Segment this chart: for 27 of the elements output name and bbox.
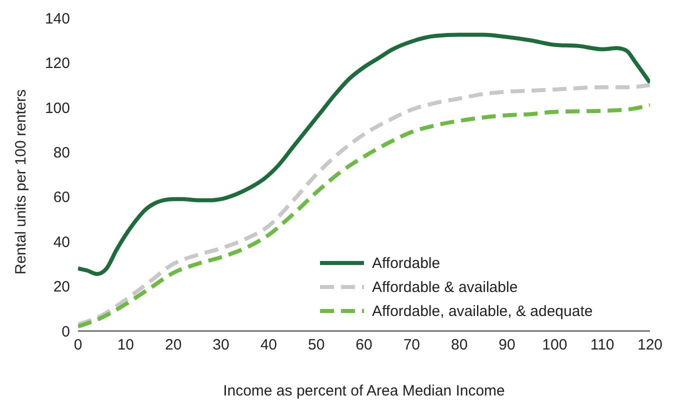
x-tick-label: 50	[308, 336, 325, 354]
y-tick-label: 120	[44, 55, 70, 72]
x-tick-label: 20	[164, 336, 182, 354]
y-tick-label: 60	[53, 189, 70, 206]
y-tick-label: 20	[53, 278, 70, 296]
x-tick-label: 0	[74, 336, 82, 354]
x-tick-label: 40	[260, 336, 278, 354]
x-tick-label: 110	[590, 336, 614, 354]
x-tick-label: 80	[450, 336, 468, 354]
x-tick-label: 120	[637, 336, 663, 354]
y-tick-label: 80	[53, 144, 70, 162]
x-tick-label: 90	[498, 336, 516, 354]
y-tick-label: 0	[62, 323, 70, 340]
line-series	[78, 32, 650, 276]
legend-label: Affordable & available	[372, 278, 518, 296]
legend-label: Affordable, available, & adequate	[372, 302, 593, 320]
y-tick-label: 100	[44, 100, 70, 117]
x-tick-label: 60	[356, 336, 372, 354]
y-axis-title: Rental units per 100 renters	[12, 89, 30, 274]
y-tick-label: 40	[53, 234, 70, 251]
x-tick-label: 30	[212, 336, 230, 354]
legend-label: Affordable	[372, 254, 440, 272]
x-tick-label: 10	[117, 336, 134, 354]
x-tick-label: 70	[403, 336, 420, 354]
x-axis-title: Income as percent of Area Median Income	[223, 382, 505, 400]
x-tick-label: 100	[542, 336, 568, 354]
y-tick-label: 140	[44, 10, 70, 28]
